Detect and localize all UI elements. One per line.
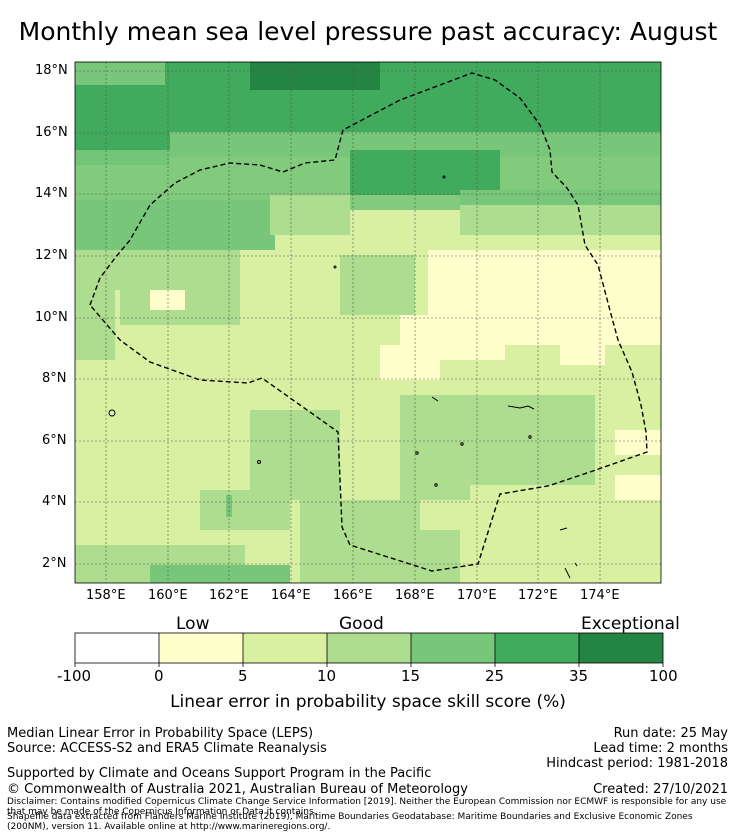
skill-field (75, 62, 661, 583)
colorbar-tick: 10 (317, 667, 337, 685)
category-good: Good (339, 614, 384, 634)
lon-label: 162°E (209, 588, 249, 603)
colorbar-tick: 15 (401, 667, 421, 685)
islands (108, 175, 578, 579)
colorbar (74, 632, 664, 667)
colorbar-segment-4 (411, 633, 495, 663)
eez-boundary (89, 72, 648, 572)
lat-label: 8°N (42, 371, 67, 386)
map-frame (74, 61, 662, 584)
colorbar-segment-5 (495, 633, 579, 663)
chart-title: Monthly mean sea level pressure past acc… (18, 17, 718, 46)
colorbar-segment-0 (75, 633, 159, 663)
colorbar-tick: 25 (485, 667, 505, 685)
hindcast-period: Hindcast period: 1981-2018 (546, 756, 728, 771)
lat-label: 18°N (35, 63, 68, 78)
lon-label: 172°E (518, 588, 558, 603)
lon-label: 164°E (271, 588, 311, 603)
lat-label: 10°N (35, 310, 68, 325)
colorbar-tick: 0 (154, 667, 164, 685)
colorbar-tick: 100 (649, 667, 678, 685)
colorbar-segment-6 (579, 633, 663, 663)
lat-label: 4°N (42, 494, 67, 509)
created-date: Created: 27/10/2021 (593, 782, 728, 797)
colorbar-segment-1 (159, 633, 243, 663)
lat-label: 12°N (35, 248, 68, 263)
shapefile-credit: Shapefile data extracted from Flanders M… (7, 812, 693, 832)
colorbar-title: Linear error in probability space skill … (170, 692, 566, 712)
colorbar-segment-2 (243, 633, 327, 663)
footer-support: Supported by Climate and Oceans Support … (7, 766, 432, 781)
lon-label: 158°E (86, 588, 126, 603)
gridlines (75, 62, 661, 583)
lead-time: Lead time: 2 months (593, 741, 728, 756)
lat-label: 16°N (35, 125, 68, 140)
category-exceptional: Exceptional (581, 614, 680, 634)
category-low: Low (176, 614, 210, 634)
lat-label: 2°N (42, 556, 67, 571)
lon-label: 168°E (395, 588, 435, 603)
disclaimer: Disclaimer: Contains modified Copernicus… (7, 797, 727, 817)
lat-label: 6°N (42, 433, 67, 448)
footer-copyright: © Commonwealth of Australia 2021, Austra… (7, 782, 468, 797)
colorbar-segment-3 (327, 633, 411, 663)
run-date: Run date: 25 May (613, 726, 728, 741)
colorbar-tick: 35 (569, 667, 589, 685)
lat-label: 14°N (35, 186, 68, 201)
colorbar-tick: -100 (57, 667, 92, 685)
colorbar-tick: 5 (238, 667, 248, 685)
lon-label: 174°E (580, 588, 620, 603)
footer-source: Source: ACCESS-S2 and ERA5 Climate Reana… (7, 741, 327, 756)
lon-label: 170°E (457, 588, 497, 603)
lon-label: 160°E (148, 588, 188, 603)
lon-label: 166°E (333, 588, 373, 603)
footer-method: Median Linear Error in Probability Space… (7, 726, 314, 741)
